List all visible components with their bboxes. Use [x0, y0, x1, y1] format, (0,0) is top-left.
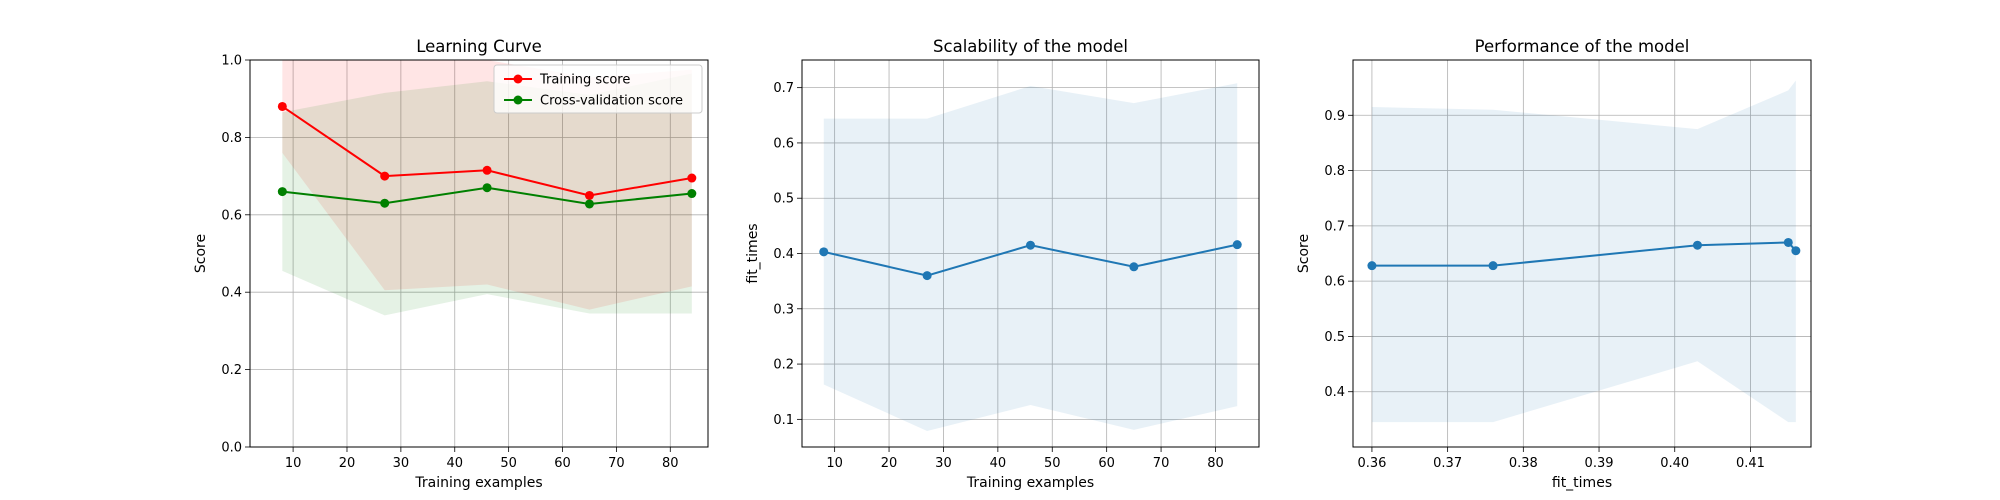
chart-title: Scalability of the model [933, 37, 1128, 56]
y-tick-label: 0.2 [221, 363, 242, 378]
legend-entry-cross-validation: Cross-validation score [504, 94, 683, 109]
x-tick-label: 20 [881, 456, 898, 471]
x-tick-label: 0.38 [1509, 456, 1538, 471]
plot-layer: 10 20 30 40 50 60 70 80 0.0 0.2 0.4 0.6 0.8 1.0 [221, 54, 709, 471]
y-tick-label: 0.7 [1324, 219, 1345, 234]
y-tick-label: 0.7 [773, 81, 794, 96]
x-tick-label: 0.40 [1660, 456, 1689, 471]
x-tick-label: 40 [446, 456, 463, 471]
x-tick-label: 70 [608, 456, 625, 471]
data-point [482, 183, 492, 193]
confidence-band [282, 73, 692, 316]
data-point [584, 199, 594, 209]
legend-label: Cross-validation score [540, 94, 683, 109]
x-tick-label: 0.39 [1585, 456, 1614, 471]
data-point [1232, 240, 1242, 250]
x-tick-label: 0.41 [1736, 456, 1765, 471]
data-point [380, 171, 390, 181]
data-point [277, 101, 287, 111]
y-tick-label: 0.9 [1324, 109, 1345, 124]
y-tick-label: 0.6 [221, 208, 242, 223]
y-axis-label: Score [1296, 234, 1312, 273]
legend-box [493, 64, 703, 114]
x-tick-label: 30 [935, 456, 952, 471]
y-tick-label: 0.5 [773, 192, 794, 207]
data-point [922, 271, 932, 281]
x-tick-label: 50 [500, 456, 517, 471]
data-point [1783, 237, 1793, 247]
legend-marker [513, 74, 523, 84]
y-axis-label: fit_times [745, 223, 761, 283]
y-tick-label: 0.6 [773, 136, 794, 151]
x-tick-label: 0.36 [1357, 456, 1386, 471]
x-tick-label: 20 [339, 456, 356, 471]
data-point [1791, 246, 1801, 256]
data-point [482, 165, 492, 175]
performance-chart: 0.36 0.37 0.38 0.39 0.40 0.41 0.4 0.5 0.6 0.7 0.8 0… [1296, 37, 1812, 491]
y-tick-label: 0.1 [773, 413, 794, 428]
plot-area [802, 60, 1259, 447]
x-tick-label: 60 [1098, 456, 1115, 471]
axes-frame [249, 59, 709, 448]
plot-layer: 0.36 0.37 0.38 0.39 0.40 0.41 0.4 0.5 0.6 0.7 0.8 0… [1324, 59, 1812, 471]
x-tick-label: 10 [285, 456, 302, 471]
y-tick-label: 0.4 [221, 286, 242, 301]
x-tick-label: 80 [662, 456, 679, 471]
y-tick-label: 0.2 [773, 358, 794, 373]
y-tick-label: 0.4 [1324, 385, 1345, 400]
plot-area [1353, 60, 1811, 447]
learning-curve-chart: 10 20 30 40 50 60 70 80 0.0 0.2 0.4 0.6 0.8 1.0 Learn… [193, 37, 709, 491]
x-tick-label: 0.37 [1433, 456, 1462, 471]
y-tick-label: 0.8 [221, 131, 242, 146]
x-axis-label: Training examples [966, 475, 1094, 491]
plot-layer: 10 20 30 40 50 60 70 80 0.1 0.2 0.3 0.4 0.5 0.6 0.7 [773, 59, 1260, 471]
data-point [1488, 261, 1498, 271]
data-point [687, 173, 697, 183]
confidence-band [1371, 80, 1796, 423]
x-tick-label: 40 [990, 456, 1007, 471]
data-point [584, 190, 594, 200]
data-point [1692, 240, 1702, 250]
legend-marker [513, 95, 523, 105]
y-tick-label: 0.3 [773, 302, 794, 317]
y-tick-label: 0.6 [1324, 275, 1345, 290]
x-axis-label: fit_times [1552, 475, 1612, 491]
x-tick-label: 60 [554, 456, 571, 471]
data-point [1026, 240, 1035, 250]
y-tick-label: 0.4 [773, 247, 794, 262]
x-axis-label: Training examples [414, 475, 542, 491]
y-tick-label: 1.0 [221, 54, 242, 69]
data-point [687, 189, 697, 199]
y-axis-label: Score [193, 234, 209, 273]
x-tick-label: 10 [826, 456, 843, 471]
legend-entry-training: Training score [504, 73, 630, 88]
axes-frame [1352, 59, 1812, 448]
chart-title: Performance of the model [1475, 37, 1690, 56]
data-point [1367, 261, 1377, 271]
legend: Training score Cross-validation score [493, 64, 703, 114]
legend-label: Training score [539, 73, 630, 88]
data-point [380, 198, 390, 208]
y-tick-label: 0.8 [1324, 164, 1345, 179]
y-tick-label: 0.5 [1324, 330, 1345, 345]
x-tick-label: 30 [393, 456, 410, 471]
plot-area [250, 60, 708, 447]
data-point [1129, 262, 1139, 272]
x-tick-label: 80 [1207, 456, 1224, 471]
chart-title: Learning Curve [416, 37, 542, 56]
confidence-band [823, 83, 1238, 431]
data-point [277, 187, 287, 197]
scalability-chart: 10 20 30 40 50 60 70 80 0.1 0.2 0.3 0.4 0.5 0.6 0.7 Sc… [745, 37, 1260, 491]
y-tick-label: 0.0 [221, 441, 242, 456]
x-tick-label: 70 [1153, 456, 1170, 471]
data-point [819, 247, 829, 257]
x-tick-label: 50 [1044, 456, 1061, 471]
